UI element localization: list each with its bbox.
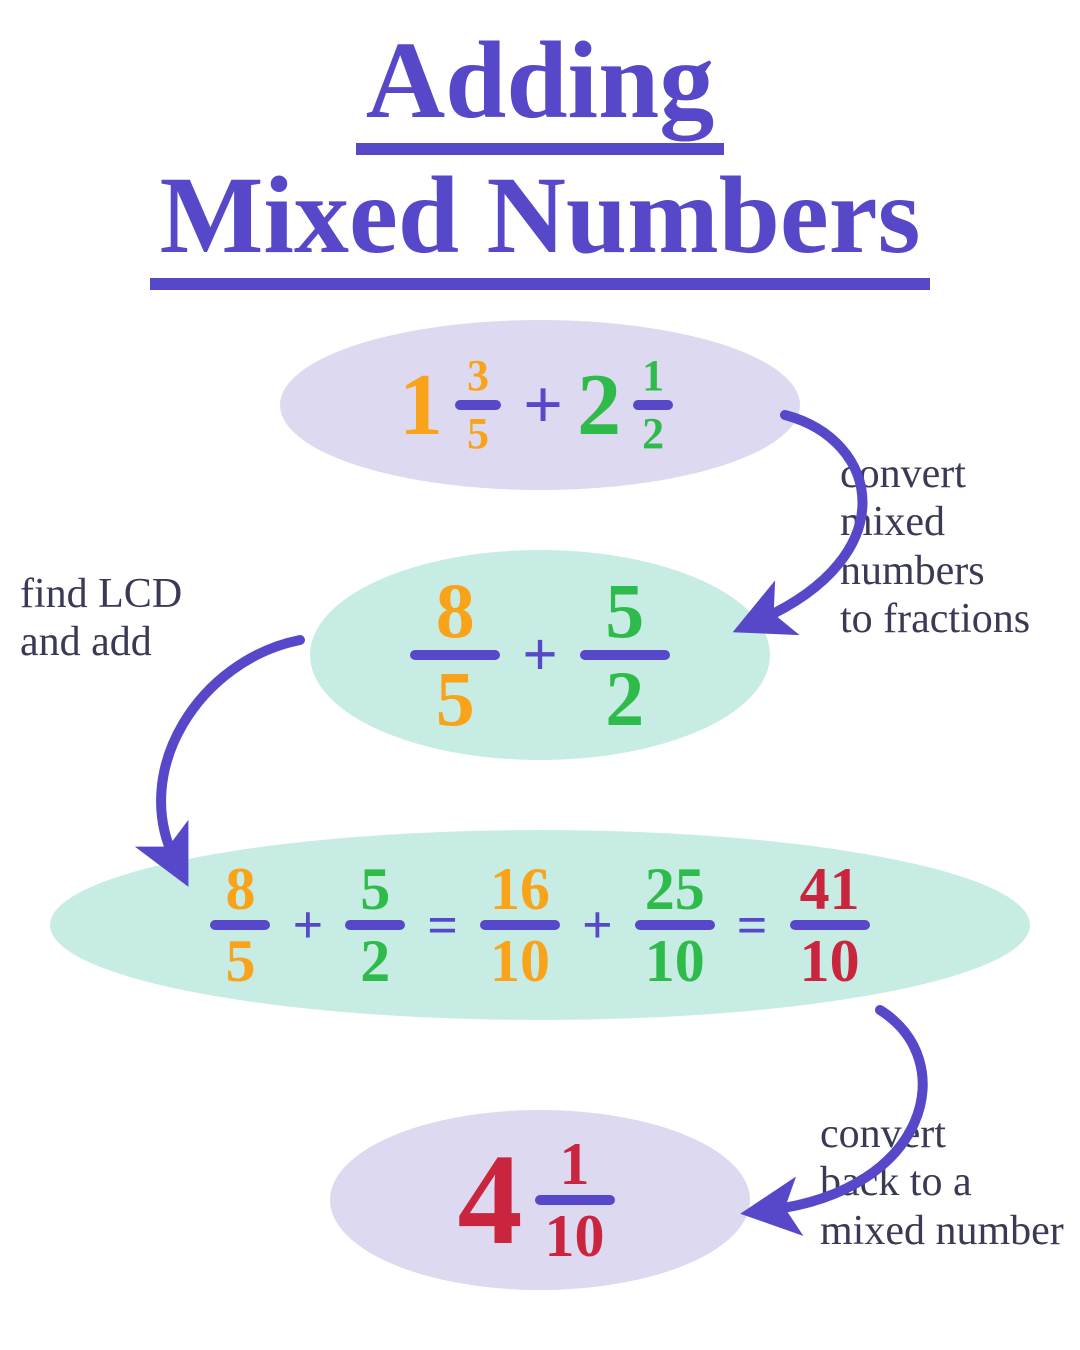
step3-bubble: 8 5 + 5 2 = 16 10 + 25 10 = 41 10 [50,830,1030,1020]
annotation-find-lcd: find LCDand add [20,570,182,667]
step4-expression: 4 1 10 [458,1125,623,1275]
step1-bubble: 1 3 5 +2 1 2 [280,320,800,490]
step2-expression: 8 5 + 5 2 [402,576,678,734]
step4-bubble: 4 1 10 [330,1110,750,1290]
annotation-convert-to-fractions: convertmixednumbersto fractions [840,450,1030,643]
annotation-convert-back: convertback to amixed number [820,1110,1064,1255]
title-line-1: Adding [356,20,725,155]
step3-expression: 8 5 + 5 2 = 16 10 + 25 10 = 41 10 [202,862,877,988]
step2-bubble: 8 5 + 5 2 [310,550,770,760]
step1-expression: 1 3 5 +2 1 2 [399,355,681,456]
page-title: Adding Mixed Numbers [0,0,1080,290]
title-line-2: Mixed Numbers [150,155,931,290]
